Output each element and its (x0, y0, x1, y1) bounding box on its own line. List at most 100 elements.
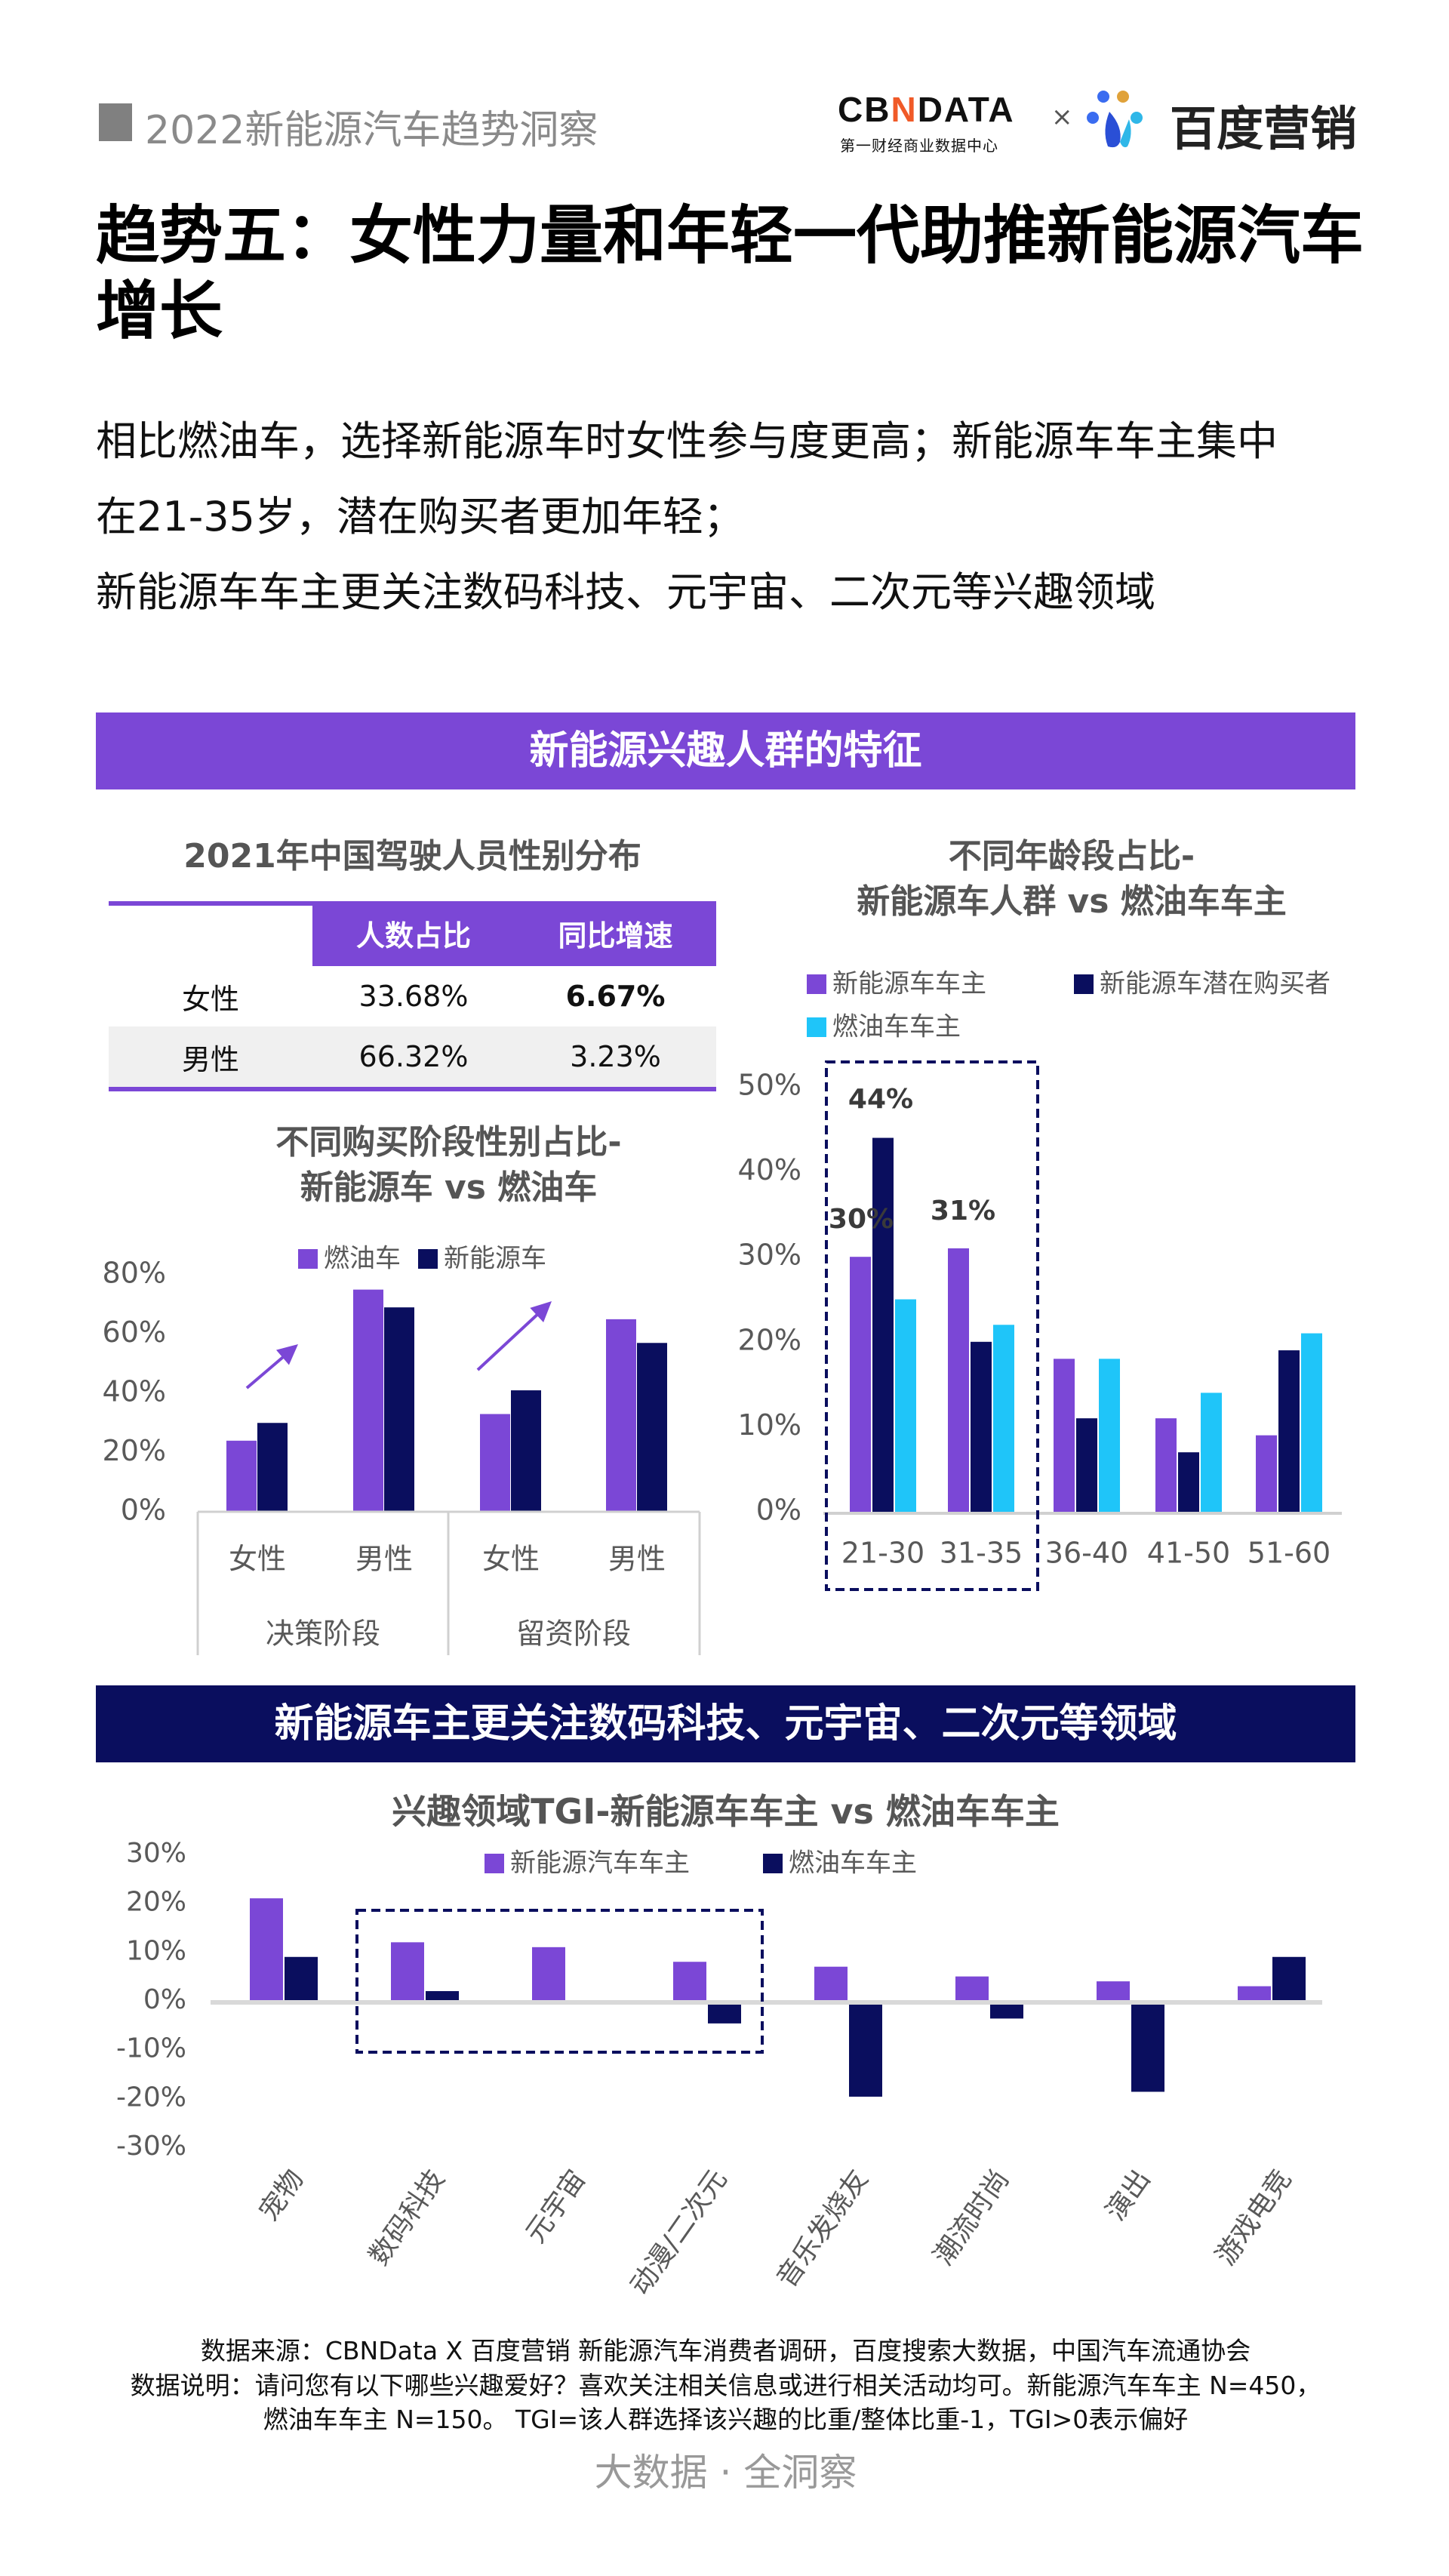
share-cell: 66.32% (358, 1040, 469, 1073)
bar-新能源车车主-41-50 (1155, 1418, 1177, 1512)
y-tick-label: 10% (126, 1935, 186, 1966)
legend-label: 新能源车潜在购买者 (1100, 969, 1331, 999)
baidu-marketing-logo: 百度营销 (1170, 101, 1358, 156)
legend-label: 新能源车 (444, 1244, 546, 1274)
bar-新能源车-女性 (511, 1390, 541, 1512)
bar-燃油车-男性 (353, 1289, 383, 1512)
bar-新能源车-男性 (384, 1307, 414, 1512)
y-tick-label: 60% (103, 1316, 166, 1349)
legend-label: 燃油车车主 (789, 1848, 917, 1879)
bar-燃油车-女性 (480, 1414, 510, 1512)
x-tick-label: 51-60 (1247, 1537, 1331, 1570)
bar-新能源汽车车主-数码科技 (391, 1942, 424, 2001)
x-tick-label: 音乐发烧友 (771, 2164, 875, 2293)
y-tick-label: 0% (756, 1494, 801, 1527)
bar-燃油车车主-宠物 (285, 1956, 318, 2001)
x-tick-label: 演出 (1100, 2164, 1157, 2227)
highlight-box (355, 1909, 764, 2054)
x-tick-label: 数码科技 (363, 2164, 451, 2270)
intro-text: 相比燃油车，选择新能源车时女性参与度更高；新能源车车主集中 在21-35岁，潜在… (96, 404, 1379, 630)
bar-燃油车车主-动漫/二次元 (708, 2004, 741, 2024)
x-tick-label: 36-40 (1045, 1537, 1128, 1570)
bar-新能源车车主-21-30 (850, 1257, 871, 1512)
table-bottom-rule (109, 1087, 716, 1091)
bar-新能源汽车车主-宠物 (250, 1898, 283, 2001)
x-tick-label: 宠物 (254, 2164, 310, 2227)
data-label: 44% (848, 1084, 913, 1115)
legend-swatch (807, 1017, 826, 1037)
y-tick-label: 0% (143, 1984, 186, 2015)
trend-arrow-line (476, 1310, 542, 1371)
cbndata-logo: CBNDATA (838, 90, 1015, 129)
growth-cell: 6.67% (565, 980, 666, 1013)
y-tick-label: 40% (103, 1375, 166, 1408)
bar-新能源车-女性 (257, 1423, 288, 1512)
bar-燃油车车主-音乐发烧友 (849, 2004, 882, 2097)
table-header-row: 人数占比 同比增速 (109, 906, 716, 966)
data-label: 30% (829, 1204, 894, 1235)
legend-label: 新能源汽车车主 (510, 1848, 690, 1879)
trend-arrow-head-icon (530, 1301, 552, 1322)
bar-新能源汽车车主-动漫/二次元 (673, 1962, 706, 2001)
x-tick-label: 动漫/二次元 (625, 2164, 734, 2301)
x-tick-label: 男性 (355, 1543, 413, 1576)
collab-times: × (1051, 102, 1073, 132)
highlight-box (825, 1060, 1039, 1591)
bar-新能源车潜在购买者-21-30 (872, 1137, 894, 1512)
table-row: 女性 33.68% 6.67% (109, 966, 716, 1026)
x-tick-label: 元宇宙 (520, 2164, 592, 2248)
table-row: 男性 66.32% 3.23% (109, 1026, 716, 1087)
title-line: 不同购买阶段性别占比- (275, 1123, 622, 1162)
tgi-chart-title: 兴趣领域TGI-新能源车车主 vs 燃油车车主 (392, 1791, 1060, 1832)
y-tick-label: 0% (121, 1494, 166, 1527)
y-tick-label: 40% (738, 1153, 801, 1186)
y-tick-label: 30% (126, 1838, 186, 1869)
group-label: 留资阶段 (516, 1617, 631, 1651)
legend-swatch (807, 974, 826, 994)
bar-燃油车车主-41-50 (1201, 1393, 1222, 1512)
x-axis-frame (196, 1510, 701, 1655)
title-line: 新能源车人群 vs 燃油车车主 (857, 882, 1287, 921)
title-line: 不同年龄段占比- (948, 837, 1195, 876)
bar-新能源汽车车主-元宇宙 (532, 1947, 565, 2001)
bar-新能源汽车车主-潮流时尚 (955, 1976, 989, 2001)
gender-chart-title: 不同购买阶段性别占比- 新能源车 vs 燃油车 (198, 1120, 700, 1211)
bar-新能源车车主-31-35 (948, 1248, 969, 1512)
y-tick-label: 20% (126, 1887, 186, 1918)
bar-新能源车潜在购买者-36-40 (1076, 1418, 1097, 1512)
legend-label: 新能源车车主 (832, 969, 986, 999)
age-chart-title: 不同年龄段占比- 新能源车人群 vs 燃油车车主 (800, 834, 1343, 925)
x-tick-label: 41-50 (1147, 1537, 1230, 1570)
bar-燃油车车主-31-35 (993, 1325, 1014, 1512)
intro-line: 在21-35岁，潜在购买者更加年轻； (96, 493, 744, 540)
bar-新能源车潜在购买者-31-35 (971, 1341, 992, 1512)
legend-label: 燃油车车主 (832, 1012, 961, 1042)
header-marker (99, 103, 132, 141)
trend-arrow-line (245, 1353, 288, 1390)
bar-燃油车车主-潮流时尚 (990, 2004, 1023, 2019)
group-label: 决策阶段 (266, 1617, 380, 1651)
bar-新能源车潜在购买者-51-60 (1278, 1350, 1300, 1512)
x-tick-label: 女性 (482, 1543, 540, 1576)
bar-燃油车-男性 (606, 1319, 636, 1512)
gender-table: 人数占比 同比增速 女性 33.68% 6.67% 男性 66.32% 3.23… (109, 901, 716, 1091)
legend-swatch (1074, 974, 1094, 994)
legend-swatch (418, 1249, 438, 1269)
section-banner-features: 新能源兴趣人群的特征 (96, 712, 1355, 789)
y-tick-label: -30% (116, 2131, 186, 2162)
legend-swatch (298, 1249, 318, 1269)
bar-新能源汽车车主-音乐发烧友 (814, 1966, 848, 2001)
intro-line: 相比燃油车，选择新能源车时女性参与度更高；新能源车车主集中 (96, 417, 1278, 465)
share-cell: 33.68% (358, 980, 469, 1013)
x-tick-label: 31-35 (940, 1537, 1023, 1570)
x-tick-label: 21-30 (841, 1537, 924, 1570)
section-banner-interests: 新能源车主更关注数码科技、元宇宙、二次元等领域 (96, 1685, 1355, 1762)
row-label: 女性 (181, 982, 239, 1016)
growth-cell: 3.23% (570, 1040, 661, 1073)
bar-燃油车车主-36-40 (1099, 1359, 1120, 1512)
page-title: 趋势五：女性力量和年轻一代助推新能源汽车增长 (96, 199, 1364, 348)
table-header: 人数占比 (312, 906, 515, 966)
y-tick-label: 20% (738, 1323, 801, 1356)
title-line: 新能源车 vs 燃油车 (300, 1168, 598, 1207)
x-tick-label: 女性 (229, 1543, 286, 1576)
